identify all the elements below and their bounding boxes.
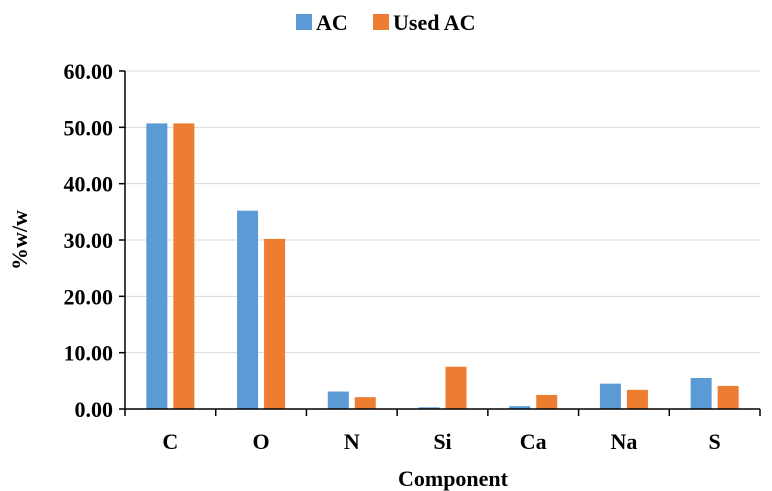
x-tick-label: C	[162, 429, 178, 454]
x-tick-label: O	[253, 429, 270, 454]
bar-used-ac-c	[173, 123, 195, 409]
bar-ac-ca	[509, 406, 531, 409]
bars	[146, 123, 739, 409]
x-tick-label: N	[344, 429, 360, 454]
x-tick-label: S	[709, 429, 721, 454]
legend: AC Used AC	[296, 10, 476, 35]
y-tick-label: 0.00	[75, 397, 114, 422]
legend-label-ac: AC	[316, 10, 348, 35]
legend-label-used-ac: Used AC	[393, 10, 476, 35]
bar-used-ac-s	[717, 385, 739, 409]
bar-ac-c	[146, 123, 168, 409]
legend-swatch-ac	[296, 14, 312, 30]
bar-ac-si	[418, 407, 440, 409]
x-tick-label: Na	[610, 429, 637, 454]
y-tick-label: 20.00	[64, 284, 114, 309]
x-tick-label: Si	[433, 429, 451, 454]
y-axis-title: %w/w	[7, 210, 32, 270]
bar-used-ac-si	[445, 366, 467, 409]
bar-used-ac-ca	[536, 394, 558, 409]
x-tick-label: Ca	[520, 429, 547, 454]
x-tick-labels: C O N Si Ca Na S	[124, 409, 761, 454]
y-tick-label: 50.00	[64, 115, 114, 140]
bar-used-ac-na	[626, 389, 648, 409]
gridlines	[125, 70, 760, 354]
bar-ac-n	[327, 391, 349, 409]
y-tick-label: 10.00	[64, 341, 114, 366]
x-axis-title: Component	[398, 466, 509, 491]
y-tick-labels: 0.00 10.00 20.00 30.00 40.00 50.00 60.00	[64, 59, 125, 422]
bar-used-ac-o	[264, 238, 286, 409]
bar-ac-o	[237, 210, 259, 409]
y-tick-label: 30.00	[64, 228, 114, 253]
bar-used-ac-n	[354, 397, 376, 409]
legend-swatch-used-ac	[373, 14, 389, 30]
bar-ac-na	[599, 383, 621, 409]
y-tick-label: 40.00	[64, 172, 114, 197]
bar-ac-s	[690, 378, 712, 409]
y-tick-label: 60.00	[64, 59, 114, 84]
